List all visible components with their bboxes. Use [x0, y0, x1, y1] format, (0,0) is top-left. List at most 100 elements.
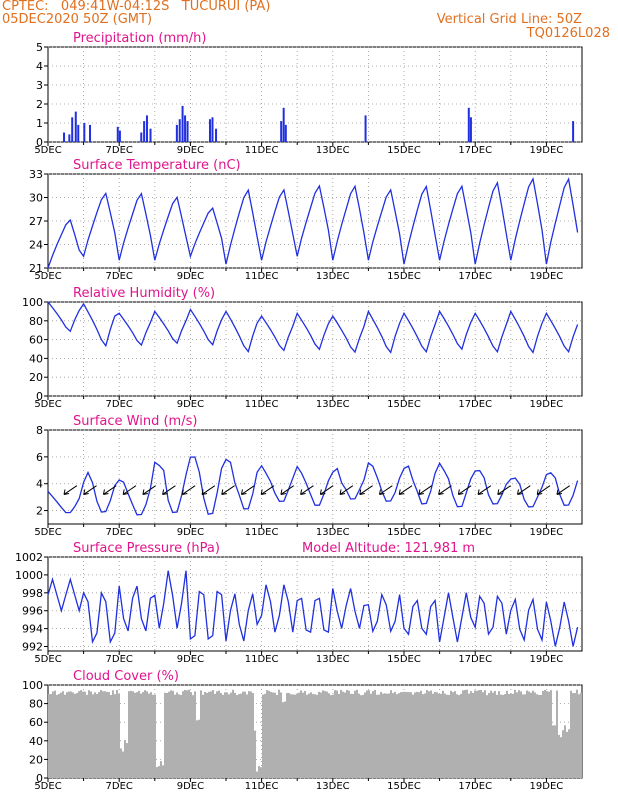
cloud-bar: [60, 692, 62, 778]
precip-bar: [469, 117, 472, 142]
cloud-bar: [280, 692, 282, 778]
cloud-bar: [64, 694, 66, 778]
cloud-bar: [400, 692, 402, 778]
panel-1-frame: [47, 46, 583, 143]
cloud-bar: [536, 694, 538, 778]
cloud-bar: [178, 694, 180, 778]
precip-bar: [118, 130, 121, 142]
cloud-bar: [480, 690, 482, 778]
y-tick-label: 20: [29, 753, 43, 766]
cloud-bar: [556, 690, 558, 778]
cloud-bar: [428, 691, 430, 778]
y-tick-label: 30: [29, 192, 43, 205]
x-tick-label: 15DEC: [387, 271, 421, 282]
cloud-bar: [142, 692, 144, 778]
cloud-bar: [110, 694, 112, 778]
cloud-bar: [232, 689, 234, 778]
cloud-bar: [554, 725, 556, 778]
wind-arrow-head: [536, 489, 543, 495]
cloud-bar: [108, 692, 110, 778]
cloud-bar: [460, 693, 462, 778]
cloud-bar: [312, 694, 314, 778]
cloud-bar: [102, 691, 104, 778]
y-tick-label: 1000: [15, 569, 43, 582]
x-tick-label: 7DEC: [106, 781, 133, 792]
cloud-bar: [250, 691, 252, 778]
cloud-bar: [396, 694, 398, 778]
wind-arrow: [418, 485, 433, 495]
panel-1-title: Precipitation (mm/h): [73, 31, 206, 46]
cloud-bar: [466, 689, 468, 778]
precip-bar: [215, 128, 218, 142]
cloud-bar: [352, 693, 354, 778]
cloud-bar: [168, 691, 170, 778]
cloud-bar: [100, 689, 102, 778]
wind-arrow-head: [300, 489, 306, 495]
cloud-bar: [538, 694, 540, 778]
y-tick-label: 80: [29, 315, 43, 328]
y-tick-label: 1: [36, 117, 43, 130]
x-tick-label: 17DEC: [458, 527, 492, 538]
cloud-bar: [356, 689, 358, 778]
cloud-bar: [116, 689, 118, 778]
cloud-bar: [114, 694, 116, 778]
cloud-bar: [208, 691, 210, 778]
x-tick-label: 13DEC: [316, 654, 350, 665]
x-tick-label: 9DEC: [177, 781, 204, 792]
cloud-bar: [438, 693, 440, 778]
y-tick-label: 21: [29, 262, 43, 275]
cloud-bar: [444, 693, 446, 778]
cloud-bar: [340, 689, 342, 778]
cloud-bar: [86, 694, 88, 778]
cloud-bar: [302, 692, 304, 778]
cloud-bar: [246, 694, 248, 778]
y-tick-label: 100: [22, 679, 43, 692]
cloud-bar: [224, 692, 226, 778]
x-tick-label: 17DEC: [458, 654, 492, 665]
cloud-bar: [206, 692, 208, 778]
cloud-bar: [576, 689, 578, 778]
cloud-bar: [540, 694, 542, 778]
panel-3-series-line: [47, 301, 579, 354]
cloud-bar: [478, 690, 480, 778]
cloud-bar: [254, 730, 256, 778]
x-tick-label: 5DEC: [34, 654, 61, 665]
cloud-bar: [112, 690, 114, 778]
panel-4-title: Surface Wind (m/s): [73, 414, 197, 429]
cloud-bar: [574, 693, 576, 778]
wind-arrow-head: [260, 489, 267, 495]
cloud-bar: [408, 692, 410, 778]
cloud-bar: [338, 693, 340, 778]
y-tick-label: 2: [36, 98, 43, 111]
x-tick-label: 9DEC: [177, 145, 204, 156]
cloud-bar: [392, 693, 394, 778]
wind-arrow-head: [457, 489, 464, 495]
cloud-bar: [134, 692, 136, 778]
wind-arrow-head: [517, 489, 523, 495]
cloud-bar: [504, 694, 506, 778]
cloud-bar: [434, 691, 436, 778]
cloud-bar: [288, 692, 290, 778]
cloud-bar: [336, 690, 338, 778]
cloud-bar: [268, 690, 270, 778]
cloud-bar: [98, 692, 100, 778]
cloud-bar: [516, 692, 518, 778]
cloud-bar: [164, 692, 166, 778]
x-tick-label: 11DEC: [245, 145, 279, 156]
x-tick-label: 7DEC: [106, 271, 133, 282]
cloud-bar: [120, 748, 122, 778]
wind-arrow: [517, 485, 531, 495]
cloud-bar: [196, 720, 198, 778]
cloud-bar: [580, 692, 582, 778]
panel-5-title: Surface Pressure (hPa): [73, 541, 220, 556]
cloud-bar: [122, 751, 124, 778]
cloud-bar: [530, 692, 532, 778]
cloud-bar: [182, 691, 184, 778]
cloud-bar: [532, 690, 534, 778]
x-tick-label: 19DEC: [530, 527, 564, 538]
cloud-bar: [198, 719, 200, 778]
cloud-bar: [366, 690, 368, 778]
header: CPTEC: 049:41W-04:12S TUCURUI (PA) 05DEC…: [0, 0, 618, 42]
cloud-bar: [62, 691, 64, 778]
precip-bar: [364, 115, 367, 142]
